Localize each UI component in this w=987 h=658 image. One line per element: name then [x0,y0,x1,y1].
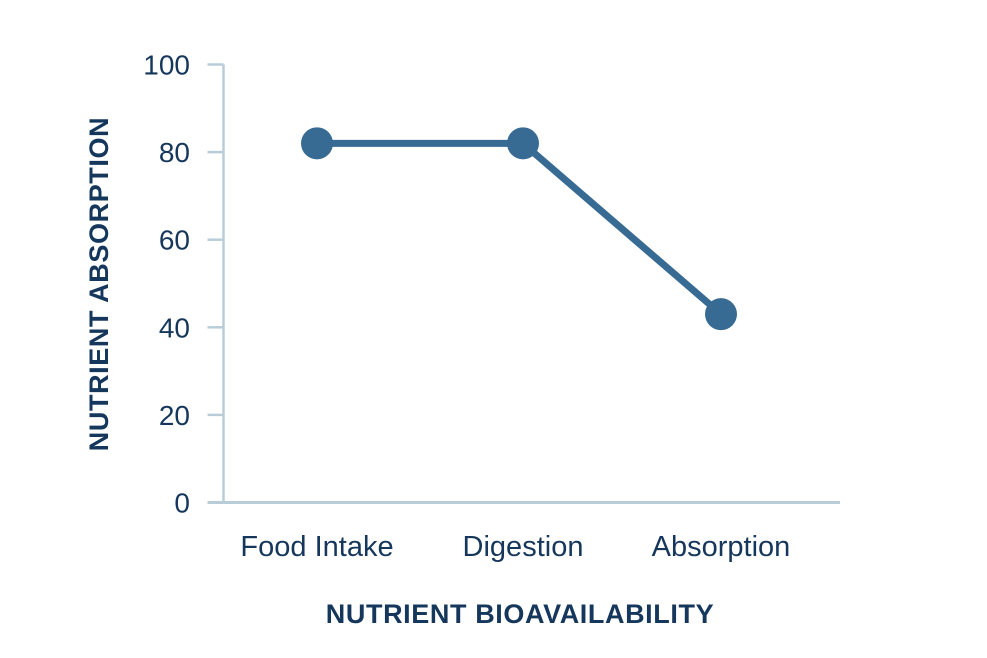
data-point [705,298,737,331]
y-tick-label: 100 [143,50,190,81]
y-tick-label: 80 [159,137,190,168]
data-point [507,127,539,160]
y-tick-label: 60 [159,225,190,256]
x-category-label: Absorption [652,531,791,563]
x-axis-title: NUTRIENT BIOAVAILABILITY [325,599,715,629]
x-category-label: Digestion [463,531,584,563]
y-tick-label: 0 [174,488,190,519]
data-point [301,127,333,160]
x-category-label: Food Intake [240,531,393,563]
y-tick-label: 40 [159,312,190,343]
y-tick-label: 20 [159,400,190,431]
y-axis-title: NUTRIENT ABSORPTION [84,116,114,452]
data-line [313,139,725,318]
